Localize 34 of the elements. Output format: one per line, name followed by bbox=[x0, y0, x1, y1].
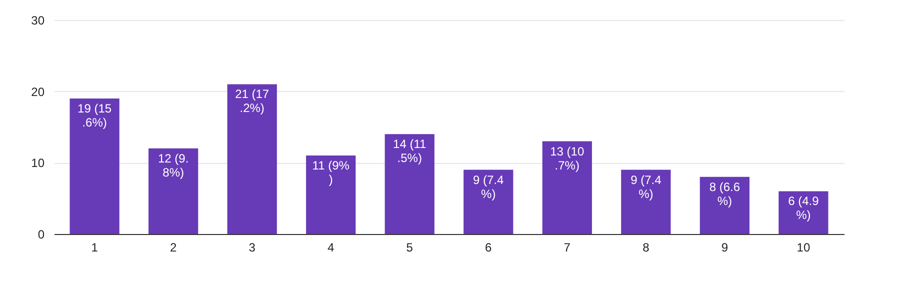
x-tick-label: 4 bbox=[328, 240, 335, 254]
x-tick-label: 10 bbox=[796, 240, 810, 254]
y-tick-label: 10 bbox=[31, 156, 45, 170]
data-label: 9 (7.4%) bbox=[630, 172, 662, 201]
x-tick-label: 8 bbox=[642, 240, 650, 254]
data-label: 12 (9.8%) bbox=[158, 151, 189, 180]
data-label: 21 (17.2%) bbox=[235, 87, 270, 116]
x-tick-label: 7 bbox=[564, 240, 571, 254]
x-tick-label: 5 bbox=[406, 240, 414, 254]
data-label: 8 (6.6%) bbox=[709, 180, 740, 208]
data-label: 11 (9%) bbox=[312, 158, 350, 187]
x-tick-label: 2 bbox=[170, 240, 177, 254]
bar bbox=[70, 98, 120, 234]
x-tick-label: 9 bbox=[721, 240, 728, 254]
y-tick-label: 20 bbox=[31, 84, 45, 99]
bar bbox=[384, 134, 434, 234]
bar bbox=[227, 84, 277, 234]
bar bbox=[621, 170, 671, 234]
bar bbox=[542, 141, 592, 234]
x-tick-label: 6 bbox=[485, 240, 492, 254]
data-label: 9 (7.4%) bbox=[473, 172, 504, 201]
x-tick-label: 1 bbox=[91, 240, 98, 254]
x-tick-label: 3 bbox=[248, 240, 256, 254]
bar bbox=[778, 191, 828, 234]
data-label: 6 (4.9%) bbox=[788, 194, 820, 222]
data-label: 14 (11.5%) bbox=[393, 137, 427, 166]
bar bbox=[464, 170, 514, 234]
data-label: 13 (10.7%) bbox=[550, 144, 584, 172]
bar bbox=[700, 176, 750, 234]
y-tick-label: 0 bbox=[38, 228, 45, 242]
y-tick-label: 30 bbox=[31, 14, 45, 28]
bar bbox=[306, 156, 356, 234]
data-label: 19 (15.6%) bbox=[78, 101, 112, 130]
bar bbox=[148, 148, 198, 234]
